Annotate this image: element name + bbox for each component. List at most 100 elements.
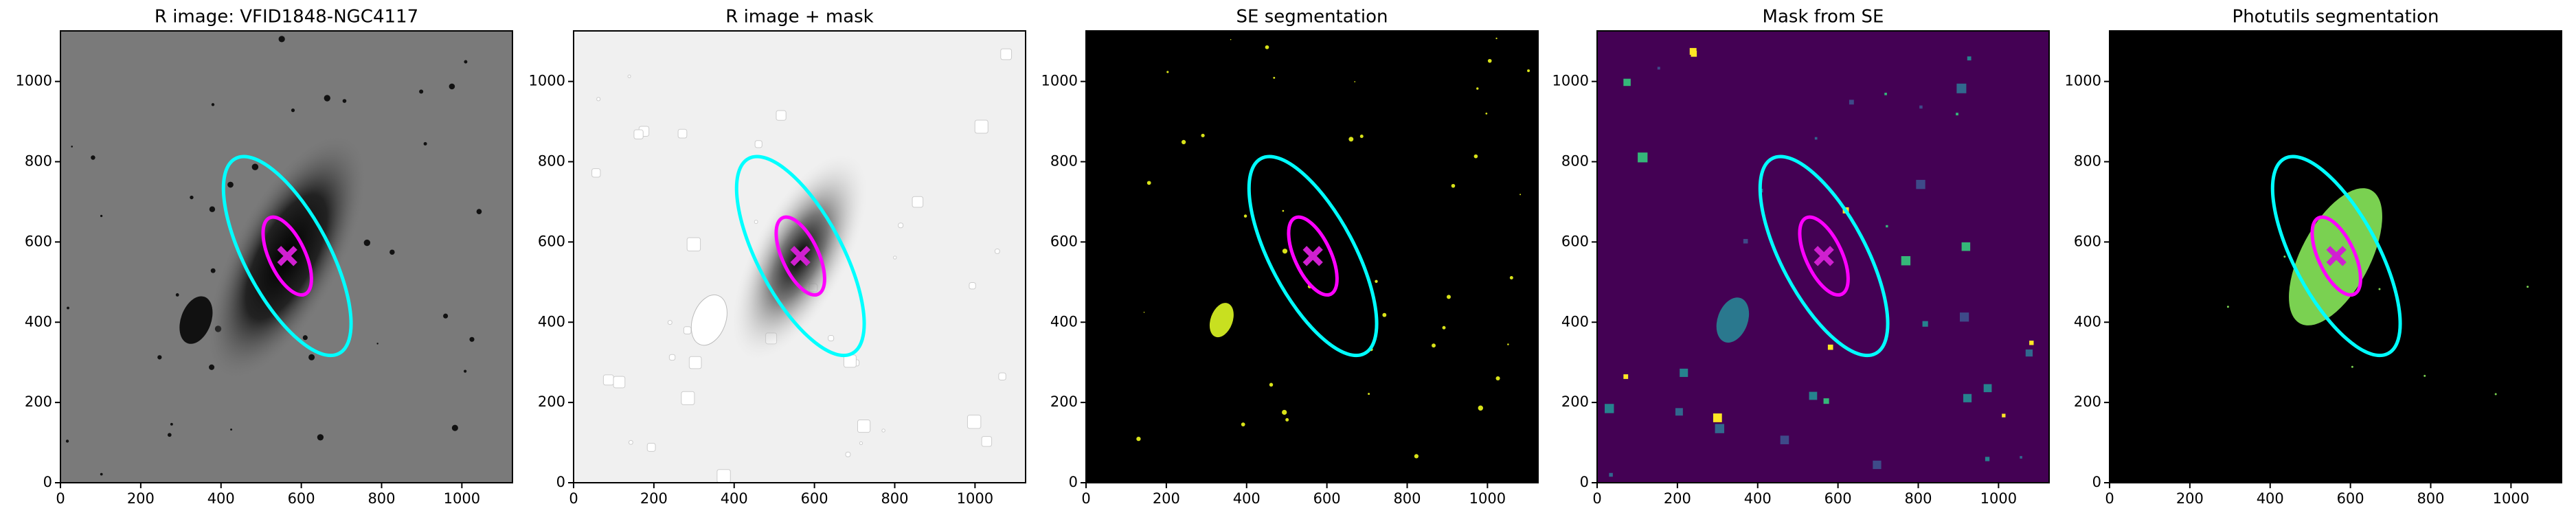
x-tick-label: 800 [1904,490,1932,507]
y-tick-label: 800 [538,153,565,170]
image-content [2025,349,2033,357]
image-content [857,419,871,433]
panel-title: Photutils segmentation [2233,7,2439,27]
image-content [1241,422,1245,427]
x-tick-label: 1000 [1469,490,1506,507]
image-content [2283,255,2286,258]
image-content [2424,374,2426,377]
image-content [1884,93,1887,95]
y-tick-label: 800 [25,153,52,170]
image-content [1985,457,1990,461]
image-content [67,306,69,310]
image-content [170,422,173,426]
image-content [1916,179,1925,190]
ellipse [1247,154,1379,358]
image-content [317,434,324,441]
panel: R image: VFID1848-NGC4117 0 200 400 600 800 10… [16,7,513,507]
image-content [627,74,631,78]
image-content [1473,154,1478,159]
image-content [2527,286,2529,288]
center-marker [1302,246,1323,266]
image-content [324,95,330,102]
image-content [1414,454,1419,459]
x-tick-label: 200 [127,490,155,507]
y-tick-label: 200 [1050,393,1078,410]
image-content [912,196,924,208]
image-content [898,222,904,229]
image-content [1209,303,1234,338]
ellipse [221,154,353,358]
image-content [1507,343,1509,345]
x-tick-label: 600 [288,490,315,507]
x-tick-label: 400 [2257,490,2284,507]
ellipse [1758,154,1890,358]
image-content [1354,81,1356,82]
y-tick-label: 400 [538,313,565,330]
image-content [278,36,285,43]
y-tick-label: 200 [1561,393,1589,410]
image-content [1269,382,1274,387]
image-content [2494,393,2497,396]
image-content [2378,288,2381,290]
x-tick-label: 600 [1824,490,1852,507]
y-tick-label: 400 [1561,313,1589,330]
image-content [389,249,395,255]
image-content [1359,134,1364,138]
image-content [91,155,95,160]
image-content [291,108,295,113]
image-content [209,206,216,212]
image-content [376,343,379,345]
image-content [100,214,103,218]
image-content [1282,409,1287,415]
image-content [1886,225,1888,228]
image-content [681,391,695,405]
axes-frame [1085,30,1539,483]
image-content [230,428,233,431]
image-content [251,163,259,170]
image-content [646,442,656,452]
image-content [1919,105,1923,109]
y-tick-label: 800 [2074,153,2101,170]
image-content [628,439,633,445]
image-content [1146,181,1151,185]
image-content [1849,100,1854,105]
y-tick-label: 800 [1561,153,1589,170]
image-content [2002,413,2006,417]
y-tick-label: 400 [2074,313,2101,330]
y-tick-label: 0 [43,474,52,490]
panel-title: SE segmentation [1236,7,1388,27]
x-tick-label: 200 [1153,490,1180,507]
x-tick-label: 0 [1592,490,1601,507]
image-content [100,472,103,476]
axes-frame [1596,30,2050,483]
image-content [859,441,863,446]
x-tick-label: 400 [207,490,235,507]
image-content [449,83,455,90]
y-tick-label: 600 [1050,233,1078,249]
image-content [1476,87,1479,90]
image-content [419,89,424,94]
image-content [1282,249,1288,254]
y-tick-label: 600 [1561,233,1589,249]
image-content [1983,384,1992,393]
axes-frame [60,30,513,483]
center-marker [1814,246,1834,266]
image-content [1495,37,1498,39]
ellipse [1287,215,1339,297]
image-content [1961,242,1971,251]
y-tick-label: 400 [25,313,52,330]
y-tick-label: 0 [1580,474,1589,490]
y-tick-label: 800 [1050,153,1078,170]
ellipse [1798,215,1850,297]
image-content [677,128,688,139]
image-content [1657,67,1660,70]
x-tick-label: 800 [368,490,395,507]
image-content [464,369,467,373]
center-marker [277,246,297,266]
image-content [1963,393,1972,402]
image-content [1509,276,1513,280]
x-tick-label: 1000 [957,490,993,507]
image-content [363,239,371,247]
image-content [1527,69,1530,72]
